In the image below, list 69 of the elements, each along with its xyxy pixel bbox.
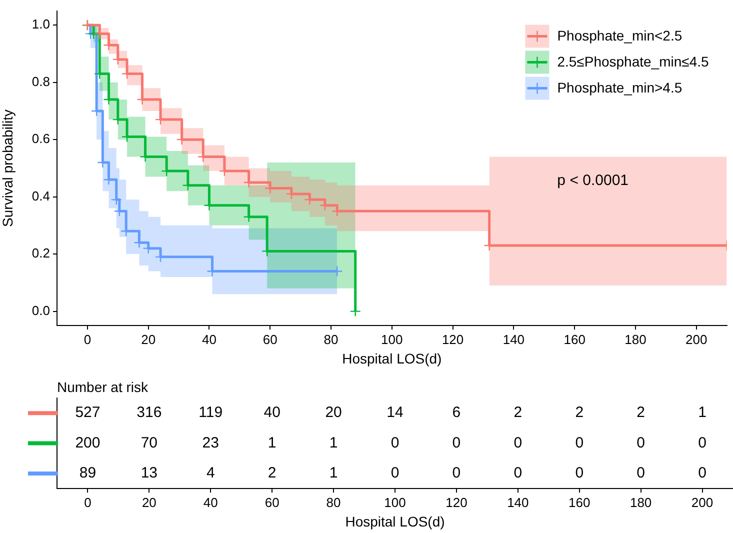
data-label: 0 [390,464,400,482]
y-tick-label: 0.6 [32,131,50,146]
data-label: 0 [698,434,706,452]
data-label: 89 [79,464,96,482]
x-tick-label: 40 [203,494,218,510]
x-tick-label: 100 [384,494,406,510]
x-tick-label: 120 [446,494,468,510]
x-axis-title: Hospital LOS(d) [342,350,442,366]
x-tick-label: 40 [202,332,216,347]
data-label: 0 [636,464,645,482]
x-tick-label: 60 [262,332,278,347]
data-label: 0 [575,464,584,482]
data-label: 0 [514,464,522,482]
data-label: 1 [329,464,338,482]
data-label: 40 [264,404,280,422]
annotation: p < 0.0001 [557,172,629,189]
x-tick-label: 180 [630,494,652,510]
data-label: 14 [386,404,404,422]
data-label: 23 [202,434,219,452]
y-tick-label: 0.4 [32,188,50,204]
y-tick-label: 0.0 [32,302,50,318]
data-label: 0 [514,434,522,452]
data-label: 0 [636,434,645,452]
y-tick-label: 0.8 [32,74,50,89]
data-label: 2 [636,404,645,422]
y-axis-title: Survival probability [0,109,16,227]
x-axis-title: Hospital LOS(d) [345,513,445,530]
data-label: 20 [325,404,342,422]
data-label: 6 [452,404,461,422]
legend-label: Phosphate_min<2.5 [557,28,682,44]
x-tick-label: 100 [381,332,403,347]
data-label: 2 [514,404,522,422]
data-label: 0 [575,434,584,452]
x-tick-label: 60 [264,494,280,510]
legend-label: Phosphate_min>4.5 [557,80,682,96]
data-label: 0 [698,464,706,482]
x-tick-label: 80 [326,494,341,510]
data-label: 316 [136,404,162,422]
x-tick-label: 160 [564,332,586,347]
data-label: 1 [329,434,338,452]
legend-label: 2.5≤Phosphate_min≤4.5 [557,54,710,70]
data-label: 119 [198,404,223,422]
x-tick-label: 180 [624,332,646,347]
data-label: 2 [268,464,276,482]
x-tick-label: 160 [568,494,590,510]
x-tick-label: 20 [141,332,156,347]
x-tick-label: 140 [507,494,529,510]
data-label: 13 [140,464,158,482]
data-label: 4 [206,464,215,482]
y-tick-label: 1.0 [32,16,50,32]
data-label: 0 [390,434,400,452]
data-label: 0 [452,464,461,482]
x-tick-label: 0 [84,494,92,510]
x-tick-label: 0 [84,332,92,347]
data-label: 200 [75,434,100,452]
x-tick-label: 200 [686,332,708,347]
x-tick-label: 80 [324,332,338,347]
data-label: 527 [75,404,100,422]
y-tick-label: 0.2 [32,246,50,261]
x-tick-label: 140 [502,332,525,347]
x-tick-label: 120 [442,332,464,347]
x-tick-label: 20 [142,494,156,510]
chart-title: Number at risk [57,378,150,395]
data-label: 1 [698,404,706,422]
data-label: 1 [268,434,276,452]
x-tick-label: 200 [691,494,714,510]
data-label: 2 [575,404,584,422]
data-label: 70 [140,434,158,452]
data-label: 0 [452,434,461,452]
